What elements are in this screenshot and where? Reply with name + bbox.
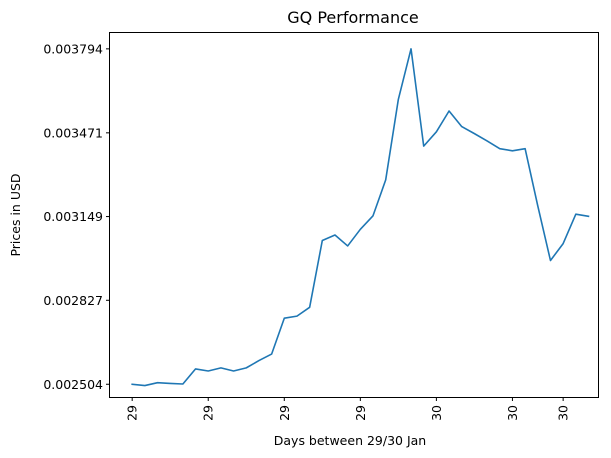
x-tick-label: 30 <box>429 405 444 421</box>
y-axis: 0.002504 0.002827 0.003149 0.003471 0.003794 <box>43 41 110 392</box>
series-line <box>131 48 590 387</box>
x-tick-label: 30 <box>556 405 571 421</box>
plot-frame <box>109 32 599 398</box>
y-tick-label: 0.003149 <box>43 209 103 224</box>
y-axis-label: Prices in USD <box>8 173 23 256</box>
x-tick-label: 30 <box>505 405 520 421</box>
chart-title: GQ Performance <box>287 8 418 27</box>
x-tick-label: 29 <box>201 405 216 421</box>
y-tick-label: 0.003471 <box>43 125 103 140</box>
y-tick-label: 0.002827 <box>43 293 103 308</box>
x-tick-label: 29 <box>353 405 368 421</box>
x-axis: 29 29 29 29 30 30 30 <box>125 397 571 421</box>
x-tick-label: 29 <box>277 405 292 421</box>
y-tick-label: 0.003794 <box>43 41 103 56</box>
x-tick-label: 29 <box>125 405 140 421</box>
series-layer <box>131 48 590 387</box>
x-axis-label: Days between 29/30 Jan <box>274 433 426 448</box>
y-tick-label: 0.002504 <box>43 377 103 392</box>
